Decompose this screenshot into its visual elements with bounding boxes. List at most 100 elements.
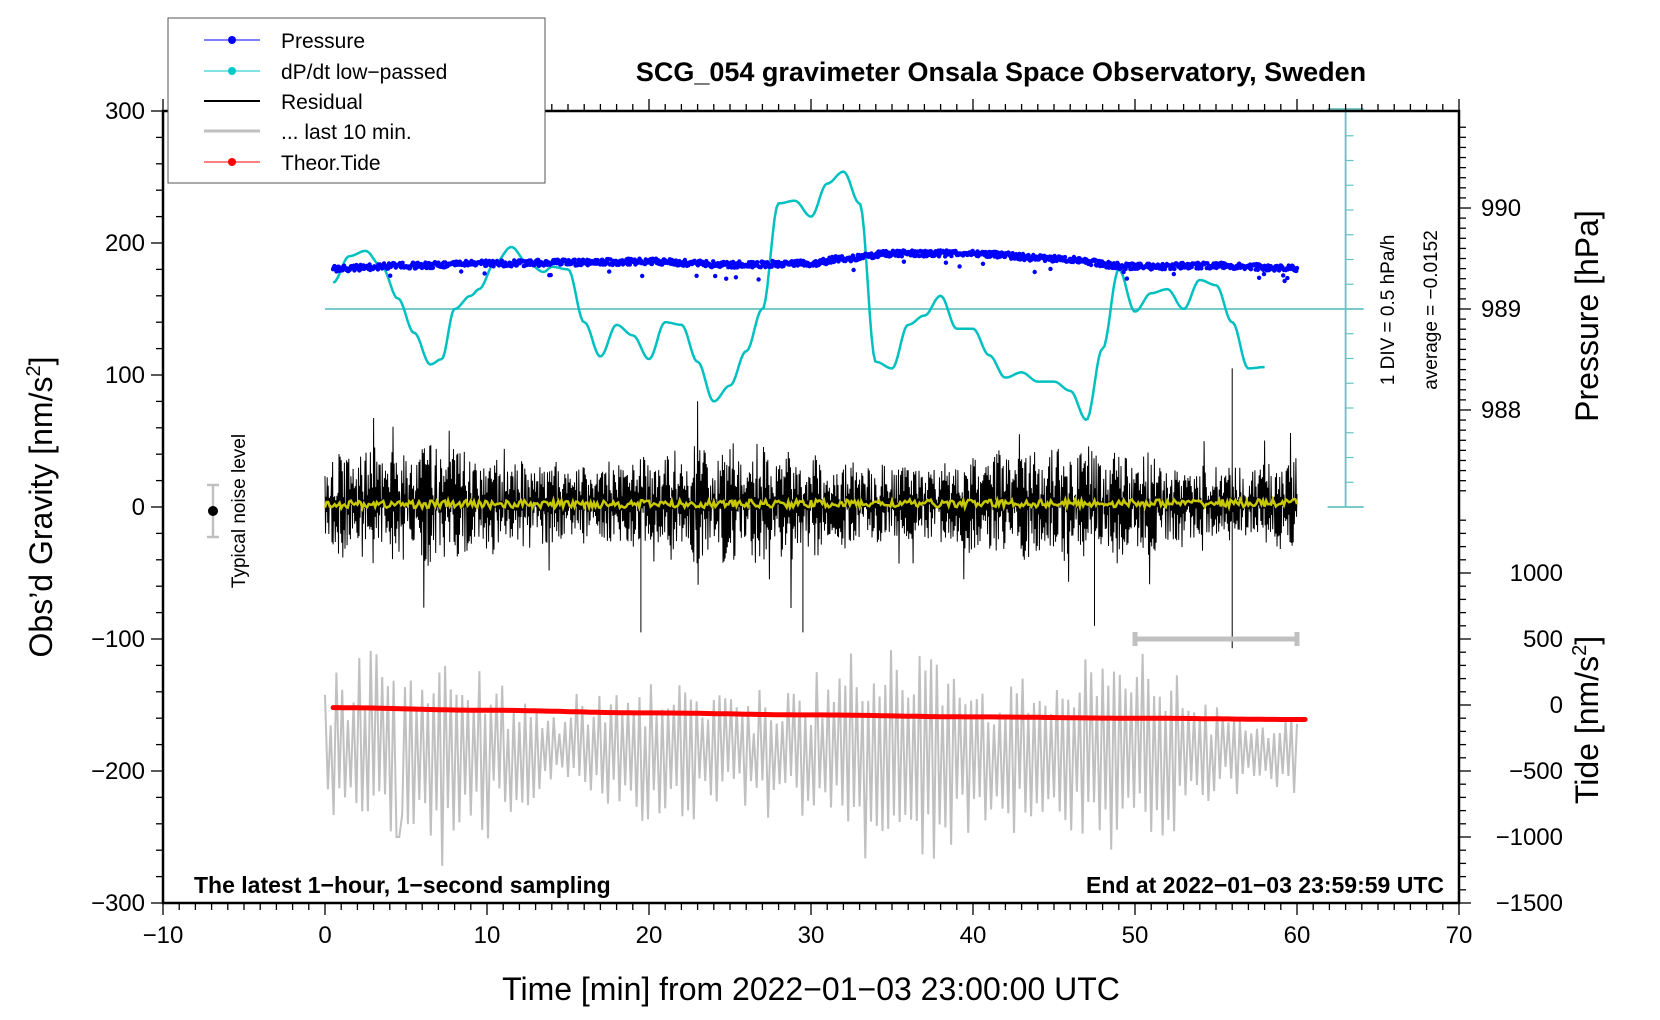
pressure-point [1048,266,1053,272]
pressure-point [627,262,632,267]
legend-label-residual: Residual [281,91,363,114]
theoretical-tide-line [330,705,1308,722]
y-tick-label-tide: −1500 [1496,890,1563,917]
legend-dot-tide [228,158,236,166]
pressure-point [572,257,577,262]
legend-item-pressure: Pressure [204,30,365,53]
pressure-point [1121,269,1126,275]
legend-label-pressure: Pressure [281,30,365,53]
sampling-note: The latest 1−hour, 1−second sampling [194,872,611,898]
pressure-point [1294,265,1300,271]
legend: Pressure dP/dt low−passed Residual ... l… [167,17,546,184]
x-tick-label: −10 [143,922,184,949]
y-axis-title-tide: Tide [nm/s2] [1569,636,1605,804]
y-axis-title-gravity-main: Obs’d Gravity [nm/s [23,377,59,658]
axes-layer: −10 0 10 20 30 40 50 60 703002001000−100−200−300… [91,98,1563,949]
pressure-point [499,258,504,263]
pressure-point [1285,275,1290,281]
pressure-point [851,267,856,273]
x-tick-label: 50 [1122,922,1149,949]
legend-item-tide: Theor.Tide [204,152,381,175]
average-label: average = −0.0152 [1421,230,1442,390]
dpdt-lowpass-line [332,170,1265,422]
pressure-point [949,253,954,259]
pressure-series [330,248,1300,284]
noise-level-indicator: Typical noise level [207,434,250,588]
y-tick-label-pressure: 988 [1481,397,1521,424]
x-tick-label: 40 [960,922,987,949]
x-tick-label: 70 [1446,922,1473,949]
y-tick-label-gravity: −100 [91,626,145,653]
pressure-point [1248,267,1254,272]
y-tick-label-gravity: 0 [132,494,145,521]
pressure-point [1272,268,1277,273]
x-axis-title: Time [min] from 2022−01−03 23:00:00 UTC [502,971,1120,1007]
pressure-point [957,264,962,269]
pressure-point [1261,271,1267,277]
legend-label-last10: ... last 10 min. [281,121,412,144]
x-tick-label: 10 [474,922,501,949]
y-axis-title-gravity-end: ] [23,357,59,366]
y-tick-label-gravity: −200 [91,758,145,785]
pressure-point [980,261,986,266]
y-tick-label-gravity: 100 [105,362,145,389]
noise-center-dot [208,506,218,516]
y-axis-title-gravity-sup: 2 [23,365,45,376]
end-time-note: End at 2022−01−03 23:59:59 UTC [1086,872,1444,898]
pressure-point [375,267,381,272]
pressure-point [1255,267,1261,272]
pressure-point [388,273,393,278]
pressure-point [1172,266,1177,272]
pressure-point [694,273,699,278]
pressure-point [943,260,949,265]
pressure-point [400,260,405,265]
pressure-point [430,265,436,270]
y-axis-title-tide-main: Tide [nm/s [1569,656,1605,804]
pressure-point [1171,271,1177,277]
pressure-point [459,269,464,274]
y-axis-title-gravity: Obs’d Gravity [nm/s2] [23,357,59,658]
pressure-point [733,275,739,280]
pressure-point [755,260,760,265]
y-tick-label-pressure: 989 [1481,296,1521,323]
legend-label-tide: Theor.Tide [281,152,381,175]
pressure-point [1281,273,1286,278]
pressure-point [1088,262,1094,268]
pressure-point [607,269,612,274]
y-axis-title-tide-end: ] [1569,636,1605,645]
pressure-point [1256,275,1262,280]
pressure-point [1032,269,1037,275]
legend-label-dpdt: dP/dt low−passed [281,61,447,84]
x-tick-label: 60 [1284,922,1311,949]
pressure-point [901,259,907,264]
y-tick-label-tide: −500 [1509,758,1563,785]
pressure-point [713,273,718,279]
div-scale-label: 1 DIV = 0.5 hPa/h [1378,235,1399,386]
y-tick-label-tide: −1000 [1496,824,1563,851]
y-tick-label-tide: 1000 [1510,560,1563,587]
y-tick-label-gravity: 200 [105,230,145,257]
pressure-point [1205,261,1210,266]
x-tick-label: 30 [798,922,825,949]
x-tick-label: 0 [318,922,331,949]
pressure-point [756,277,761,282]
legend-item-dpdt: dP/dt low−passed [204,61,447,84]
legend-dot-dpdt [228,67,236,75]
y-axis-title-tide-sup: 2 [1569,645,1591,656]
pressure-point [1062,254,1068,260]
pressure-point [899,254,904,259]
y-axis-title-pressure: Pressure [hPa] [1569,210,1605,422]
chart-title: SCG_054 gravimeter Onsala Space Observat… [636,57,1366,87]
series-layer [323,108,1364,866]
noise-level-label: Typical noise level [229,434,250,588]
pressure-point [548,272,553,278]
pressure-point [482,271,487,276]
y-tick-label-pressure: 990 [1481,195,1521,222]
pressure-point [1124,276,1130,281]
x-tick-label: 20 [636,922,663,949]
last-10-min-line [324,650,1298,866]
legend-item-last10: ... last 10 min. [204,121,412,144]
y-tick-label-gravity: −300 [91,890,145,917]
pressure-point [1282,278,1287,284]
